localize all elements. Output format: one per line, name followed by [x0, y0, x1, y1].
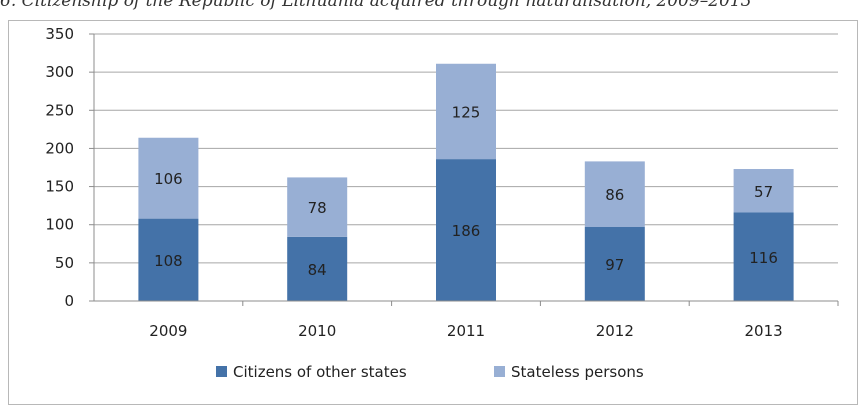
bar-stateless-2009: [138, 137, 199, 219]
x-tick-label: 2011: [447, 322, 485, 340]
y-tick-label: 100: [45, 216, 74, 234]
legend-label: Stateless persons: [511, 363, 644, 381]
y-tick-label: 200: [45, 139, 74, 157]
bar-citizens-2011: [436, 159, 496, 301]
y-tick-label: 300: [45, 63, 74, 81]
y-tick-label: 0: [64, 292, 74, 310]
legend-swatch: [494, 366, 505, 377]
data-label: 97: [605, 256, 624, 274]
data-label: 86: [605, 186, 624, 204]
bar-citizens-2012: [584, 227, 645, 301]
x-tick-label: 2010: [298, 322, 336, 340]
bar-stateless-2010: [287, 177, 348, 237]
bar-citizens-2013: [733, 212, 794, 301]
y-tick-label: 350: [45, 25, 74, 43]
chart-caption: 6. Citizenship of the Republic of Lithua…: [0, 0, 752, 11]
x-tick-label: 2012: [596, 322, 634, 340]
y-tick-label: 50: [55, 254, 74, 272]
data-label: 106: [154, 170, 183, 188]
legend-label: Citizens of other states: [233, 363, 407, 381]
data-label: 57: [754, 183, 773, 201]
data-label: 186: [452, 222, 481, 240]
y-tick-label: 250: [45, 101, 74, 119]
bar-citizens-2009: [138, 218, 199, 301]
legend-swatch: [216, 366, 227, 377]
data-label: 84: [308, 261, 327, 279]
data-label: 108: [154, 252, 183, 270]
data-label: 116: [749, 249, 778, 267]
x-tick-label: 2009: [149, 322, 187, 340]
x-tick-label: 2013: [745, 322, 783, 340]
bar-citizens-2010: [287, 236, 348, 301]
bar-stateless-2012: [584, 161, 645, 228]
bar-stateless-2011: [436, 63, 496, 160]
bar-stateless-2013: [733, 169, 794, 213]
data-label: 125: [452, 103, 481, 121]
data-label: 78: [308, 199, 327, 217]
y-tick-label: 150: [45, 178, 74, 196]
